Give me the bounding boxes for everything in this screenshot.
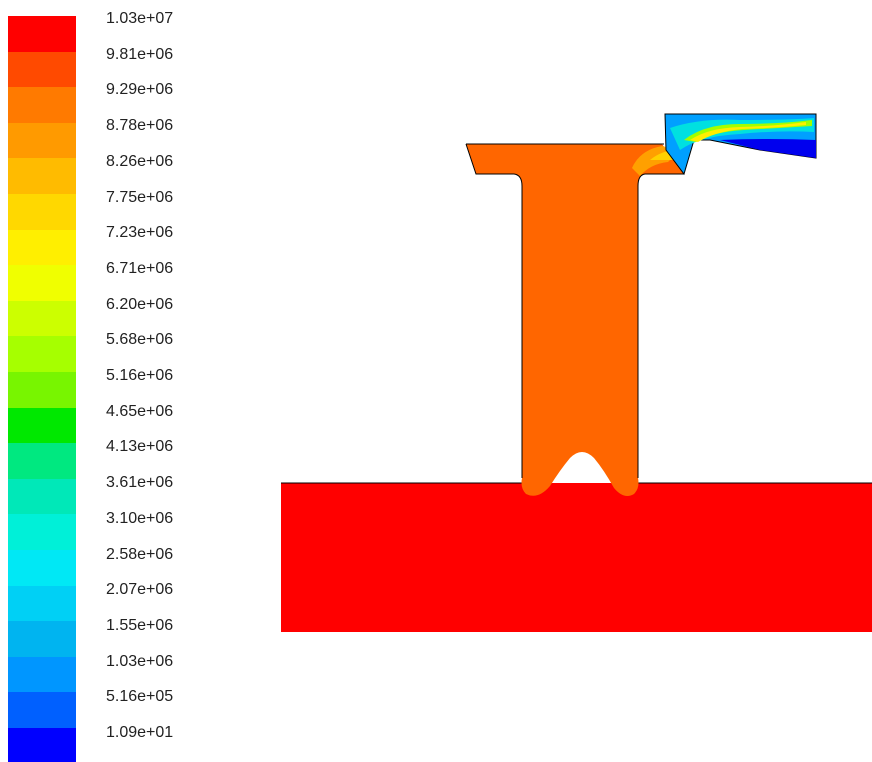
lower-chamber — [281, 483, 872, 632]
legend-swatch — [8, 585, 76, 622]
legend-swatch — [8, 656, 76, 693]
legend-swatch — [8, 122, 76, 159]
legend-label: 1.03e+06 — [106, 652, 174, 670]
legend-label: 7.75e+06 — [106, 188, 174, 206]
legend-swatch — [8, 514, 76, 551]
legend-swatch — [8, 51, 76, 88]
channel-outline-right — [637, 173, 684, 478]
legend-label: 4.13e+06 — [106, 438, 174, 456]
legend-label: 1.03e+07 — [106, 10, 174, 27]
legend-label: 5.16e+06 — [106, 367, 174, 384]
legend-label: 2.58e+06 — [106, 545, 174, 563]
legend-swatch — [8, 478, 76, 515]
legend-swatch — [8, 158, 76, 195]
legend-label: 9.29e+06 — [106, 81, 174, 99]
legend-swatch — [8, 692, 76, 729]
legend-label: 1.55e+06 — [106, 616, 174, 634]
legend-swatch — [8, 265, 76, 302]
legend-label: 6.71e+06 — [106, 259, 174, 277]
legend-swatch — [8, 407, 76, 444]
legend-swatch — [8, 621, 76, 658]
legend-swatch — [8, 16, 76, 53]
legend-swatch — [8, 194, 76, 231]
legend-swatch — [8, 372, 76, 409]
outlet-low-band — [720, 139, 816, 158]
legend-label: 4.65e+06 — [106, 402, 174, 420]
legend-swatch — [8, 87, 76, 124]
legend-label: 3.10e+06 — [106, 509, 174, 527]
legend-swatch — [8, 336, 76, 373]
outlet-hot-core — [690, 122, 806, 142]
channel-outline-left — [465, 143, 523, 478]
color-legend: 1.03e+07 9.81e+06 9.29e+06 8.78e+06 8.26e+06… — [0, 0, 240, 762]
legend-label: 9.81e+06 — [106, 45, 174, 63]
legend-label: 1.09e+01 — [106, 724, 174, 741]
legend-label: 7.23e+06 — [106, 224, 174, 242]
main-channel — [466, 144, 684, 496]
legend-swatch — [8, 229, 76, 266]
legend-swatch — [8, 443, 76, 480]
legend-label: 2.07e+06 — [106, 581, 174, 599]
legend-label: 6.20e+06 — [106, 295, 174, 313]
legend-label: 8.78e+06 — [106, 117, 174, 135]
legend-label: 8.26e+06 — [106, 152, 174, 170]
legend-label: 3.61e+06 — [106, 474, 174, 492]
legend-swatch — [8, 550, 76, 587]
legend-swatch — [8, 300, 76, 337]
legend-label: 5.16e+05 — [106, 688, 174, 706]
legend-label: 5.68e+06 — [106, 331, 174, 349]
